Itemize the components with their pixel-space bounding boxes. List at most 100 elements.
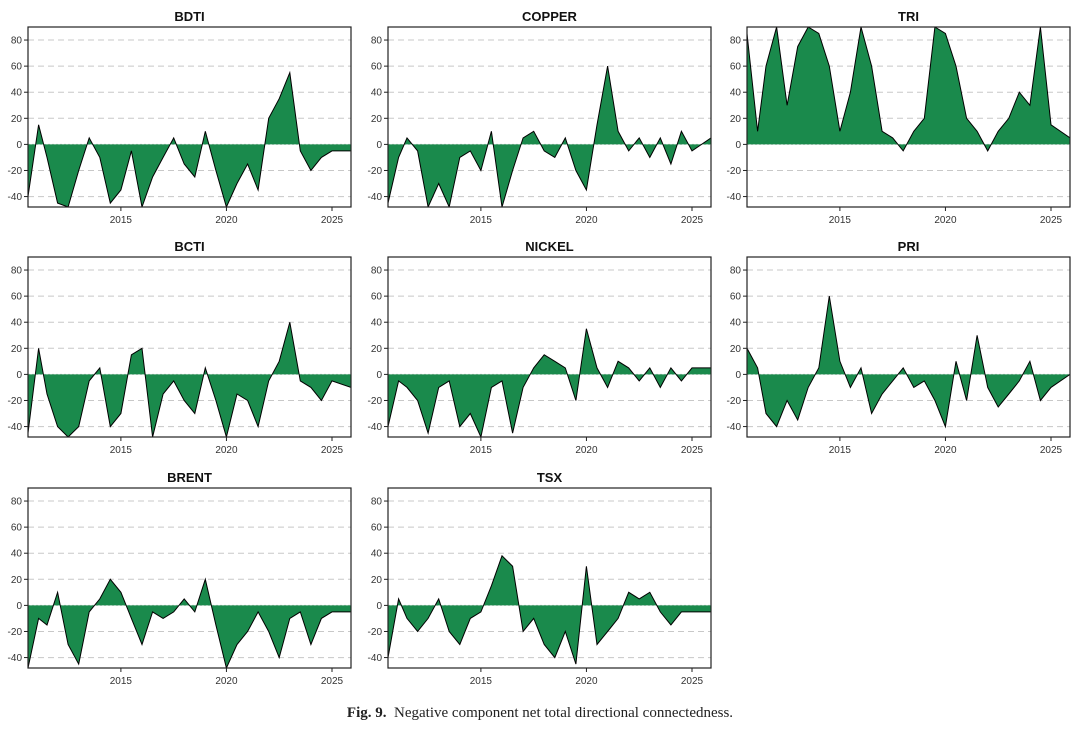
y-tick-label: -20 (727, 396, 742, 407)
y-tick-label: -20 (727, 166, 742, 177)
y-tick-label: -20 (8, 166, 23, 177)
y-tick-label: 40 (371, 549, 383, 560)
y-tick-label: -20 (8, 627, 23, 638)
series-line (388, 66, 711, 207)
series-area (388, 66, 711, 207)
panel-tri: TRI -40 -20 0 20 40 60 80 2015 2020 2025 (727, 9, 1071, 226)
series-area (747, 296, 1070, 427)
panel-title: COPPER (522, 9, 578, 24)
series-area (747, 27, 1070, 151)
y-tick-label: 60 (730, 292, 742, 303)
x-tick-label: 2015 (110, 215, 133, 226)
series-area (28, 322, 351, 437)
y-tick-label: -40 (8, 422, 23, 433)
y-tick-label: -20 (8, 396, 23, 407)
x-tick-label: 2020 (575, 676, 598, 687)
series-area (28, 579, 351, 668)
series-area (388, 328, 711, 437)
y-tick-label: 40 (11, 549, 23, 560)
panel-copper: COPPER -40 -20 0 20 40 60 80 2015 2020 2025 (368, 9, 712, 226)
panel-title: PRI (898, 239, 920, 254)
plot-frame (387, 487, 712, 669)
x-tick-label: 2015 (110, 445, 133, 456)
y-tick-label: 80 (730, 266, 742, 277)
series-line (28, 70, 351, 207)
y-tick-label: 80 (730, 36, 742, 47)
series-line (388, 554, 711, 665)
x-tick-label: 2020 (934, 445, 957, 456)
panel-title: TSX (537, 470, 563, 485)
y-tick-label: -40 (368, 192, 383, 203)
y-tick-label: -40 (368, 653, 383, 664)
y-tick-label: 0 (376, 370, 382, 381)
x-tick-label: 2025 (321, 445, 344, 456)
y-tick-label: 40 (371, 88, 383, 99)
y-tick-label: 0 (735, 140, 741, 151)
y-tick-label: 0 (735, 370, 741, 381)
y-tick-label: 0 (376, 601, 382, 612)
plot-frame (387, 256, 712, 438)
x-tick-label: 2020 (215, 215, 238, 226)
x-tick-label: 2015 (829, 215, 852, 226)
plot-frame (27, 487, 352, 669)
y-tick-label: 80 (11, 266, 23, 277)
y-tick-label: 80 (11, 497, 23, 508)
x-tick-label: 2015 (470, 215, 493, 226)
y-tick-label: 40 (730, 318, 742, 329)
panel-bdti: BDTI -40 -20 0 20 40 60 80 2015 2020 2025 (8, 9, 352, 226)
y-tick-label: 60 (371, 523, 383, 534)
x-tick-label: 2025 (321, 676, 344, 687)
y-tick-label: 80 (11, 36, 23, 47)
x-tick-label: 2020 (575, 215, 598, 226)
y-tick-label: 0 (16, 370, 22, 381)
y-tick-label: 20 (11, 575, 23, 586)
plot-frame (746, 26, 1071, 208)
y-tick-label: -40 (727, 192, 742, 203)
y-tick-label: 0 (16, 601, 22, 612)
y-tick-label: -20 (368, 166, 383, 177)
y-tick-label: 60 (730, 62, 742, 73)
y-tick-label: 80 (371, 497, 383, 508)
series-line (28, 322, 351, 437)
y-tick-label: 20 (730, 344, 742, 355)
x-tick-label: 2025 (681, 676, 704, 687)
y-tick-label: 40 (11, 318, 23, 329)
series-line (28, 577, 351, 668)
panel-title: BDTI (174, 9, 204, 24)
panel-title: BRENT (167, 470, 212, 485)
series-area (388, 555, 711, 665)
y-tick-label: 60 (11, 523, 23, 534)
panel-pri: PRI -40 -20 0 20 40 60 80 2015 2020 2025 (727, 239, 1071, 456)
y-tick-label: 0 (376, 140, 382, 151)
series-line (747, 27, 1070, 152)
caption-text: Negative component net total directional… (394, 705, 734, 721)
panel-title: BCTI (174, 239, 204, 254)
y-tick-label: 80 (371, 266, 383, 277)
x-tick-label: 2025 (321, 215, 344, 226)
y-tick-label: 20 (371, 114, 383, 125)
y-tick-label: 60 (11, 292, 23, 303)
y-tick-label: 20 (371, 344, 383, 355)
y-tick-label: -40 (8, 192, 23, 203)
y-tick-label: 40 (371, 318, 383, 329)
figure-caption: Fig. 9. Negative component net total dir… (0, 705, 1080, 722)
plot-frame (27, 256, 352, 438)
x-tick-label: 2015 (470, 445, 493, 456)
x-tick-label: 2020 (215, 676, 238, 687)
y-tick-label: 80 (371, 36, 383, 47)
x-tick-label: 2020 (575, 445, 598, 456)
y-tick-label: 60 (371, 62, 383, 73)
panel-title: TRI (898, 9, 919, 24)
x-tick-label: 2015 (110, 676, 133, 687)
plot-frame (387, 26, 712, 208)
panel-title: NICKEL (525, 239, 573, 254)
y-tick-label: 0 (16, 140, 22, 151)
x-tick-label: 2015 (829, 445, 852, 456)
series-line (388, 328, 711, 437)
y-tick-label: 60 (371, 292, 383, 303)
y-tick-label: -40 (8, 653, 23, 664)
y-tick-label: 20 (371, 575, 383, 586)
series-area (28, 72, 351, 207)
